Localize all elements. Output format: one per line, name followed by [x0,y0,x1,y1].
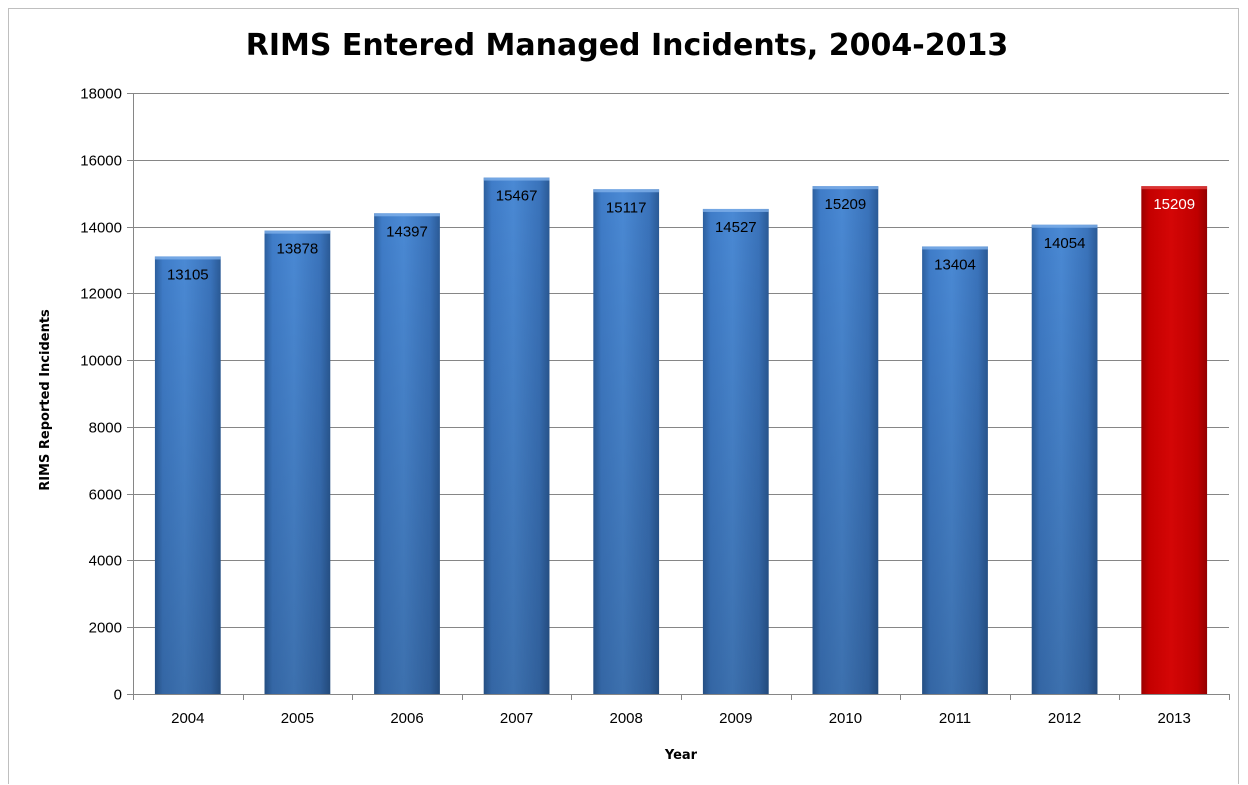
y-tick-labels: 0 2000 4000 6000 8000 10000 12000 14000 16000 180… [80,86,122,704]
bar-top-highlight [374,213,440,217]
data-label: 13404 [934,256,976,273]
axes [133,93,1230,700]
bar-shade [483,177,550,695]
data-label: 13105 [167,266,209,283]
chart-frame [8,8,1239,784]
y-tick-label: 14000 [80,220,122,237]
data-label: 15209 [1153,196,1195,213]
bar-shade [154,256,221,694]
bar-shade [702,208,769,695]
data-label: 14397 [386,223,428,240]
x-tick-label: 2007 [500,710,533,727]
bar-shade [812,186,879,694]
y-tick-label: 16000 [80,153,122,170]
y-tick-label: 12000 [80,286,122,303]
y-tick-label: 4000 [89,553,122,570]
data-label: 15467 [496,188,538,205]
x-tick-label: 2008 [610,710,643,727]
x-tick-label: 2011 [939,710,971,727]
bar-top-highlight [922,246,988,250]
data-label: 14527 [715,219,757,236]
bar-2009 [702,208,769,695]
data-labels: 13105 13878 14397 15467 15117 14527 15209 13404… [167,188,1195,284]
bar-2011 [922,246,988,695]
y-tick-label: 6000 [89,487,122,504]
bar-top-highlight [812,186,879,190]
x-tick-label: 2004 [171,710,204,727]
bar-shade [264,230,331,694]
data-label: 13878 [277,241,319,258]
bar-2004 [154,256,221,694]
bar [1141,186,1208,694]
bar-top-highlight [702,208,769,212]
chart-title: RIMS Entered Managed Incidents, 2004-201… [246,28,1008,63]
x-tick-label: 2012 [1048,710,1081,727]
x-axis-title: Year [664,748,698,763]
y-tick-label: 8000 [89,420,122,437]
x-tick-label: 2005 [281,710,314,727]
bar-2012 [1031,224,1098,694]
bar-2013 [1141,186,1208,694]
bar-shade [593,189,660,694]
x-tick-label: 2010 [829,710,862,727]
bar-shade [1031,224,1098,694]
bar-shade [922,246,988,695]
bar-top-highlight [593,189,660,193]
data-label: 15209 [825,196,867,213]
y-tick-label: 0 [114,687,122,704]
bar-top-highlight [483,177,550,181]
bar-top-highlight [264,230,331,234]
data-label: 15117 [606,199,647,216]
bar-top-highlight [1031,224,1098,228]
bar-2010 [812,186,879,694]
data-label: 14054 [1044,235,1086,252]
bar-2006 [374,213,440,694]
y-tick-label: 10000 [80,353,122,370]
y-axis-title: RIMS Reported Incidents [38,309,53,491]
bar-2005 [264,230,331,694]
bar-2007 [483,177,550,695]
bars [154,177,1208,695]
bar-shade [374,213,440,694]
bar-top-highlight [154,256,221,260]
bar-top-highlight [1141,186,1208,190]
bar-2008 [593,189,660,694]
x-tick-labels: 2004 2005 2006 2007 2008 2009 2010 2011 2012 2013 [171,710,1191,727]
x-tick-label: 2013 [1158,710,1191,727]
y-tick-label: 18000 [80,86,122,103]
x-tick-label: 2006 [390,710,423,727]
y-tick-label: 2000 [89,620,122,637]
x-tick-label: 2009 [719,710,752,727]
